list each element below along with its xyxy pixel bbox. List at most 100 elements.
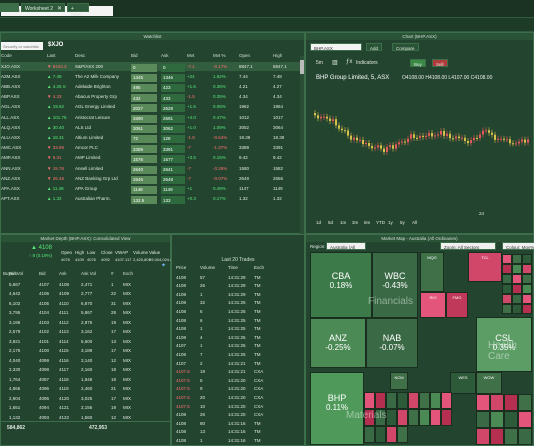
treemap-tile-small[interactable]: [502, 274, 512, 284]
range-button[interactable]: 5d: [328, 220, 334, 225]
trade-row[interactable]: 4108 26 14:31:20 CXA: [172, 411, 332, 420]
depth-row[interactable]: 1,764 4097 4118 1,948 18 MIX: [1, 375, 161, 384]
column-header[interactable]: Open: [239, 53, 251, 58]
trade-row[interactable]: 4108 4 14:31:25 TM: [172, 333, 332, 342]
treemap-tile-small[interactable]: [502, 284, 512, 294]
watchlist-search-input[interactable]: [1, 42, 43, 50]
range-button[interactable]: All: [412, 220, 418, 225]
treemap-tile-small[interactable]: [364, 392, 375, 409]
table-row[interactable]: ALL.ASX ▲ 101.75 Aristocrat Leisure 2690 269…: [1, 113, 301, 123]
column-header[interactable]: Mvt %: [213, 53, 226, 58]
treemap-tile-small[interactable]: [502, 254, 512, 264]
treemap-tile[interactable]: CSL 0.35%: [476, 317, 532, 372]
treemap-tile[interactable]: NCM: [390, 372, 408, 390]
range-button[interactable]: 1d: [316, 220, 322, 225]
treemap-tile-small[interactable]: [490, 411, 504, 428]
treemap-tile-small[interactable]: [419, 409, 430, 426]
treemap-tile-small[interactable]: [502, 264, 512, 274]
treemap-tile-small[interactable]: [364, 426, 375, 443]
treemap-tile-small[interactable]: [476, 394, 490, 411]
table-row[interactable]: AMC.ASX ▼ 33.89 Amcor PLC 3389 3391 -7 -1.37% 3…: [1, 144, 301, 154]
chart-code-input[interactable]: BHP.ASX: [310, 43, 362, 51]
table-row[interactable]: ANZ.ASX ▼ 26.48 ANZ Banking Grp Ltd 2646 264…: [1, 174, 301, 184]
column-header[interactable]: Ask: [59, 271, 67, 276]
treemap-tile-small[interactable]: [430, 409, 441, 426]
tab-new[interactable]: + New: [67, 3, 89, 18]
table-row[interactable]: AMP.ASX ▼ 9.31 AMP Limited 1576 1577 +3.5 0.15…: [1, 154, 301, 164]
range-button[interactable]: 3m: [352, 220, 359, 225]
treemap-tile[interactable]: NAB -0.07%: [366, 318, 418, 368]
trade-row[interactable]: 4107.5 9 14:31:20 CXA: [172, 385, 332, 394]
range-button[interactable]: YTD: [376, 220, 385, 225]
treemap-tile-small[interactable]: [504, 394, 518, 411]
depth-row[interactable]: 2,330 4098 4117 2,160 18 MIX: [1, 366, 161, 375]
treemap-tile-small[interactable]: [504, 428, 518, 445]
trade-row[interactable]: 4107.5 5 14:31:20 CXA: [172, 376, 332, 385]
trade-row[interactable]: 4107 2 14:31:21 TM: [172, 359, 332, 368]
scrollbar-thumb[interactable]: [300, 60, 304, 74]
treemap-tile-small[interactable]: [375, 392, 386, 409]
trade-row[interactable]: 4107 1 14:31:25 TM: [172, 342, 332, 351]
depth-row[interactable]: 3,196 4103 4112 2,976 19 MIX: [1, 318, 161, 327]
treemap-tile-small[interactable]: [441, 409, 452, 426]
treemap-tile-small[interactable]: [512, 254, 522, 264]
treemap-tile-small[interactable]: [375, 409, 386, 426]
treemap-tile-small[interactable]: [522, 264, 532, 274]
treemap-tile-small[interactable]: [518, 411, 532, 428]
column-header[interactable]: #: [111, 271, 114, 276]
tab-worksheet-1[interactable]: [0, 3, 19, 12]
bars-icon[interactable]: ▥: [332, 60, 338, 66]
column-header[interactable]: Bid Vol: [9, 271, 24, 276]
treemap-tile-small[interactable]: [490, 428, 504, 445]
treemap-tile-small[interactable]: [441, 392, 452, 409]
table-row[interactable]: ALQ.ASX ▲ 30.40 ALS Ltd 3061 3062 +1.0 1.09% 30…: [1, 123, 301, 133]
treemap-tile-small[interactable]: [476, 411, 490, 428]
treemap-tile-small[interactable]: [502, 294, 512, 304]
depth-row[interactable]: 2,904 4095 4120 3,025 17 MIX: [1, 394, 161, 403]
depth-row[interactable]: 5,667 4107 4108 2,471 1 MIX: [1, 280, 161, 289]
column-header[interactable]: Bid: [131, 53, 138, 58]
depth-row[interactable]: 4,866 4096 4119 2,460 21 MIX: [1, 385, 161, 394]
column-header[interactable]: Mvt: [187, 53, 195, 58]
trade-row[interactable]: 4108 6 14:31:25 TM: [172, 316, 332, 325]
treemap-tile-small[interactable]: [512, 294, 522, 304]
treemap-tile[interactable]: WES: [450, 372, 476, 394]
treemap-tile[interactable]: MQG: [420, 252, 444, 292]
treemap-tile-small[interactable]: [419, 392, 430, 409]
treemap-tile-small[interactable]: [512, 284, 522, 294]
range-button[interactable]: 1y: [388, 220, 393, 225]
column-header[interactable]: Last: [47, 53, 56, 58]
trade-row[interactable]: 4108 7 14:31:25 TM: [172, 350, 332, 359]
trade-row[interactable]: 4108 1 14:31:25 TM: [172, 325, 332, 334]
range-button[interactable]: 1m: [340, 220, 347, 225]
column-header[interactable]: Volume: [200, 265, 216, 270]
column-header[interactable]: Ask: [161, 53, 169, 58]
trade-row[interactable]: 4107.5 19 14:31:21 CXA: [172, 368, 332, 377]
depth-row[interactable]: 4,040 4099 4116 3,140 12 MIX: [1, 356, 161, 365]
table-row[interactable]: A2M.ASX ▲ 7.48 The A2 Milk Company 1345 1346…: [1, 72, 301, 82]
table-row[interactable]: XJO.ASX ▼ 8443.3 S&P/ASX 200 0 0 -7.1 -0.17% 88…: [1, 62, 301, 72]
column-header[interactable]: Desc: [75, 53, 86, 58]
depth-row[interactable]: 3,795 4104 4111 5,867 28 MIX: [1, 309, 161, 318]
depth-row[interactable]: 2,176 4100 4115 3,189 17 MIX: [1, 347, 161, 356]
range-button[interactable]: 6m: [364, 220, 371, 225]
table-row[interactable]: APT.ASX ▲ 1.32 Australian Pharm. 132.5 133 +0…: [1, 195, 301, 205]
treemap-tile-small[interactable]: [408, 409, 419, 426]
treemap-tile-small[interactable]: [364, 409, 375, 426]
region-select[interactable]: Australia (All Ordi...: [326, 242, 366, 255]
trade-row[interactable]: 4108 13 14:31:16 TM: [172, 428, 332, 437]
treemap-tile-small[interactable]: [518, 394, 532, 411]
table-row[interactable]: AGL.ASX ▲ 19.62 AGL Energy Limited 2027 2628…: [1, 103, 301, 113]
colour-select[interactable]: Colour: Mov%: [502, 242, 534, 250]
sell-button[interactable]: Sell: [432, 59, 448, 67]
treemap-tile[interactable]: WBC -0.43%: [372, 252, 418, 318]
column-header[interactable]: Time: [228, 265, 238, 270]
price-chart[interactable]: [314, 83, 534, 213]
treemap-tile[interactable]: WOW: [476, 372, 502, 394]
treemap-tile-small[interactable]: [522, 294, 532, 304]
treemap-tile-small[interactable]: [386, 392, 397, 409]
depth-row[interactable]: 1,651 4094 4121 2,156 19 MIX: [1, 404, 161, 413]
table-row[interactable]: ABP.ASX ▼ 4.33 Abacus Property Grp 432 433 -1…: [1, 93, 301, 103]
treemap-tile[interactable]: FMG: [446, 292, 468, 318]
treemap-tile-small[interactable]: [430, 392, 441, 409]
